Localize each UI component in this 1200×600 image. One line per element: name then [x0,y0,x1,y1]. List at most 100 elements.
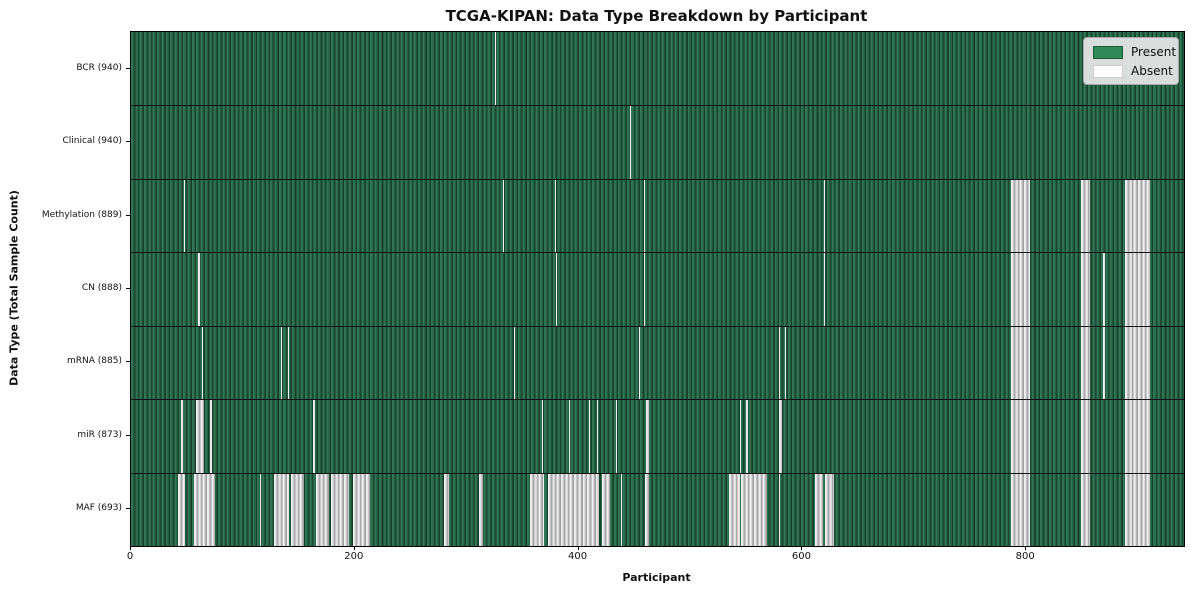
row-separator [131,325,1184,327]
absent-stripe-miR [1081,399,1090,473]
absent-stripe-MAF [1010,472,1030,546]
absent-stripe-miR [746,399,748,473]
absent-stripe-Methylation [1081,178,1090,253]
absent-stripe-miR [1010,399,1030,473]
row-separator [131,399,1184,401]
row-separator [131,178,1184,180]
absent-stripe-mRNA [639,325,641,400]
absent-stripe-MAF [548,472,599,546]
absent-stripe-Methylation [183,178,185,253]
x-axis-label: Participant [622,571,691,584]
absent-stripe-MAF [602,472,610,546]
present-swatch-icon [1093,45,1123,59]
absent-stripe-MAF [178,472,185,546]
plot-area [130,31,1185,547]
x-tick-label: 400 [568,551,588,562]
y-tick-mark [126,288,130,289]
absent-stripe-CN [556,252,558,326]
absent-stripe-mRNA [778,325,781,400]
absent-stripe-MAF [621,472,623,546]
absent-stripe-MAF [193,472,215,546]
absent-stripe-MAF [315,472,330,546]
absent-stripe-miR [596,399,598,473]
x-tick-mark [130,546,131,550]
absent-stripe-mRNA [1081,325,1090,400]
y-tick-label-MAF: MAF (693) [75,503,122,514]
y-tick-label-miR: miR (873) [77,429,122,440]
legend-label-present: Present [1131,45,1177,59]
y-tick-label-CN: CN (888) [81,283,122,293]
absent-stripe-miR [645,399,650,473]
legend: Present Absent [1083,37,1179,85]
absent-stripe-MAF [814,472,823,546]
row-separator [131,252,1184,254]
absent-stripe-Methylation [823,178,825,253]
row-separator [131,105,1184,107]
absent-stripe-mRNA [287,325,289,400]
absent-stripe-miR [181,399,183,473]
y-tick-label-Methylation: Methylation (889) [41,209,122,220]
y-tick-mark [126,361,130,363]
absent-stripe-MAF [728,472,740,546]
absent-stripe-MAF [1124,472,1151,546]
legend-label-absent: Absent [1131,64,1173,78]
y-tick-label-mRNA: mRNA (885) [67,356,122,367]
absent-stripe-Clinical [630,105,632,179]
absent-stripe-MAF [778,472,781,546]
row-separator [131,472,1184,474]
absent-stripe-MAF [291,472,305,546]
x-tick-mark [577,546,579,550]
absent-stripe-mRNA [280,325,283,400]
absent-stripe-mRNA [1124,325,1151,400]
absent-stripe-miR [778,399,783,473]
absent-stripe-miR [313,399,315,473]
y-tick-mark [126,434,130,436]
absent-stripe-mRNA [201,325,203,400]
absent-stripe-MAF [259,472,261,546]
absent-stripe-miR [210,399,212,473]
absent-stripe-miR [739,399,741,473]
absent-swatch-icon [1093,64,1123,78]
y-tick-mark [126,508,130,510]
absent-stripe-MAF [444,472,449,546]
absent-stripe-Methylation [1010,178,1030,253]
absent-stripe-Methylation [1124,178,1151,253]
absent-stripe-mRNA [513,325,515,400]
absent-stripe-CN [1124,252,1151,326]
absent-stripe-MAF [1081,472,1090,546]
absent-stripe-MAF [740,472,767,546]
absent-stripe-Methylation [502,178,504,253]
absent-stripe-miR [1124,399,1151,473]
absent-stripe-CN [198,252,201,326]
y-tick-mark [126,214,130,216]
absent-stripe-CN [823,252,825,326]
absent-stripe-MAF [530,472,544,546]
absent-stripe-MAF [352,472,371,546]
absent-stripe-Methylation [555,178,557,253]
absent-stripe-Methylation [643,178,645,253]
y-tick-mark [126,141,130,143]
absent-stripe-miR [588,399,590,473]
x-tick-label: 200 [344,551,364,562]
absent-stripe-MAF [644,472,650,546]
x-tick-label: 800 [1015,551,1035,562]
absent-stripe-miR [568,399,570,473]
absent-stripe-mRNA [1010,325,1030,400]
x-tick-mark [801,546,803,550]
x-tick-mark [353,546,355,550]
absent-stripe-MAF [331,472,350,546]
y-tick-label-Clinical: Clinical (940) [62,136,122,147]
absent-stripe-mRNA [1103,325,1105,400]
absent-stripe-CN [643,252,645,326]
absent-stripe-CN [1103,252,1105,326]
absent-stripe-MAF [479,472,484,546]
absent-stripe-miR [195,399,204,473]
legend-item-absent: Absent [1093,64,1173,78]
absent-stripe-BCR [494,32,496,106]
absent-stripe-CN [1081,252,1090,326]
x-tick-label: 0 [126,551,134,562]
absent-stripe-MAF [274,472,289,546]
chart-title: TCGA-KIPAN: Data Type Breakdown by Parti… [445,7,868,25]
y-tick-mark [126,67,130,69]
